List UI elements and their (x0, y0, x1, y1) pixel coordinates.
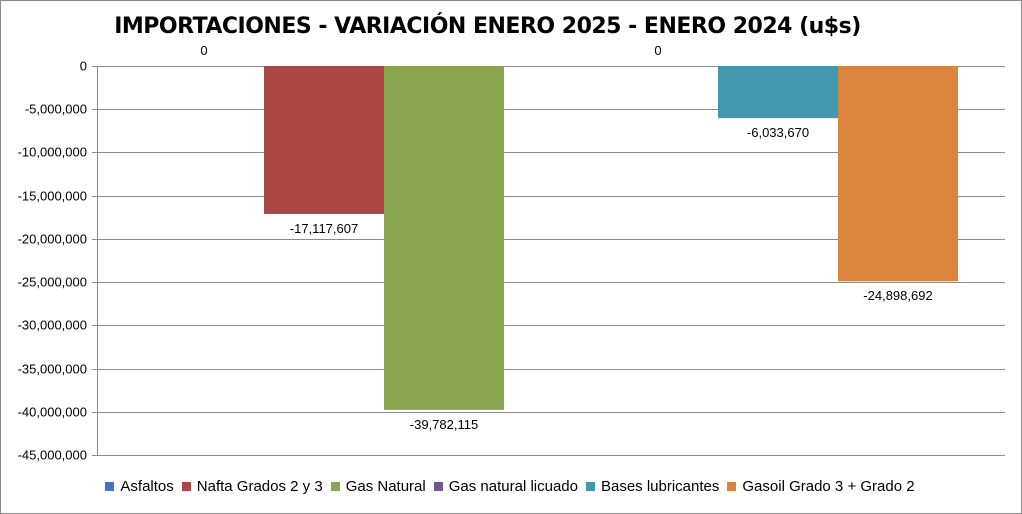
y-tick-label: -25,000,000 (18, 275, 87, 290)
legend-item: Nafta Grados 2 y 3 (181, 478, 323, 495)
legend-item: Asfaltos (105, 478, 174, 495)
legend-label: Gas natural licuado (448, 478, 578, 495)
bar-bases-lubricantes (718, 66, 838, 119)
data-label: 0 (200, 43, 207, 58)
bar-nafta-grados-2-y-3 (264, 66, 384, 214)
legend-swatch (330, 482, 340, 491)
data-labels: 0 -17,117,607 -39,782,115 0 -6,033,670 -24,89… (200, 43, 932, 432)
data-label: 0 (654, 43, 661, 58)
legend-label: Nafta Grados 2 y 3 (196, 478, 323, 495)
y-tick-label: -15,000,000 (18, 189, 87, 204)
bar-gas-natural (384, 66, 504, 410)
y-tick-label: -5,000,000 (25, 102, 87, 117)
y-tick-label: 0 (80, 59, 87, 74)
legend-item: Gas Natural (330, 478, 426, 495)
data-label: -24,898,692 (863, 288, 932, 303)
legend-swatch (727, 482, 737, 491)
legend-label: Asfaltos (120, 478, 174, 495)
chart-title: IMPORTACIONES - VARIACIÓN ENERO 2025 - E… (114, 14, 861, 39)
legend-swatch (585, 482, 595, 491)
y-tick-label: -40,000,000 (18, 405, 87, 420)
legend-item: Gasoil Grado 3 + Grado 2 (727, 478, 915, 495)
data-label: -39,782,115 (410, 417, 478, 432)
legend-swatch (181, 482, 191, 491)
legend: Asfaltos Nafta Grados 2 y 3 Gas Natural Gas… (0, 478, 1020, 495)
legend-label: Gasoil Grado 3 + Grado 2 (742, 478, 915, 495)
bar-gasoil-grado-3-grado-2 (838, 66, 958, 282)
y-axis: 0 -5,000,000 -10,000,000 -15,000,000 -20,000… (18, 59, 98, 463)
y-tick-label: -10,000,000 (18, 145, 87, 160)
legend-label: Gas Natural (345, 478, 426, 495)
legend-label: Bases lubricantes (600, 478, 720, 495)
data-label: -6,033,670 (747, 125, 809, 140)
legend-item: Gas natural licuado (433, 478, 578, 495)
legend-swatch (105, 482, 115, 491)
y-tick-label: -35,000,000 (18, 362, 87, 377)
y-tick-label: -20,000,000 (18, 232, 87, 247)
legend-swatch (433, 482, 443, 491)
legend-item: Bases lubricantes (585, 478, 720, 495)
bars (264, 66, 958, 410)
y-tick-label: -45,000,000 (18, 448, 87, 463)
data-label: -17,117,607 (290, 221, 358, 236)
y-tick-label: -30,000,000 (18, 318, 87, 333)
